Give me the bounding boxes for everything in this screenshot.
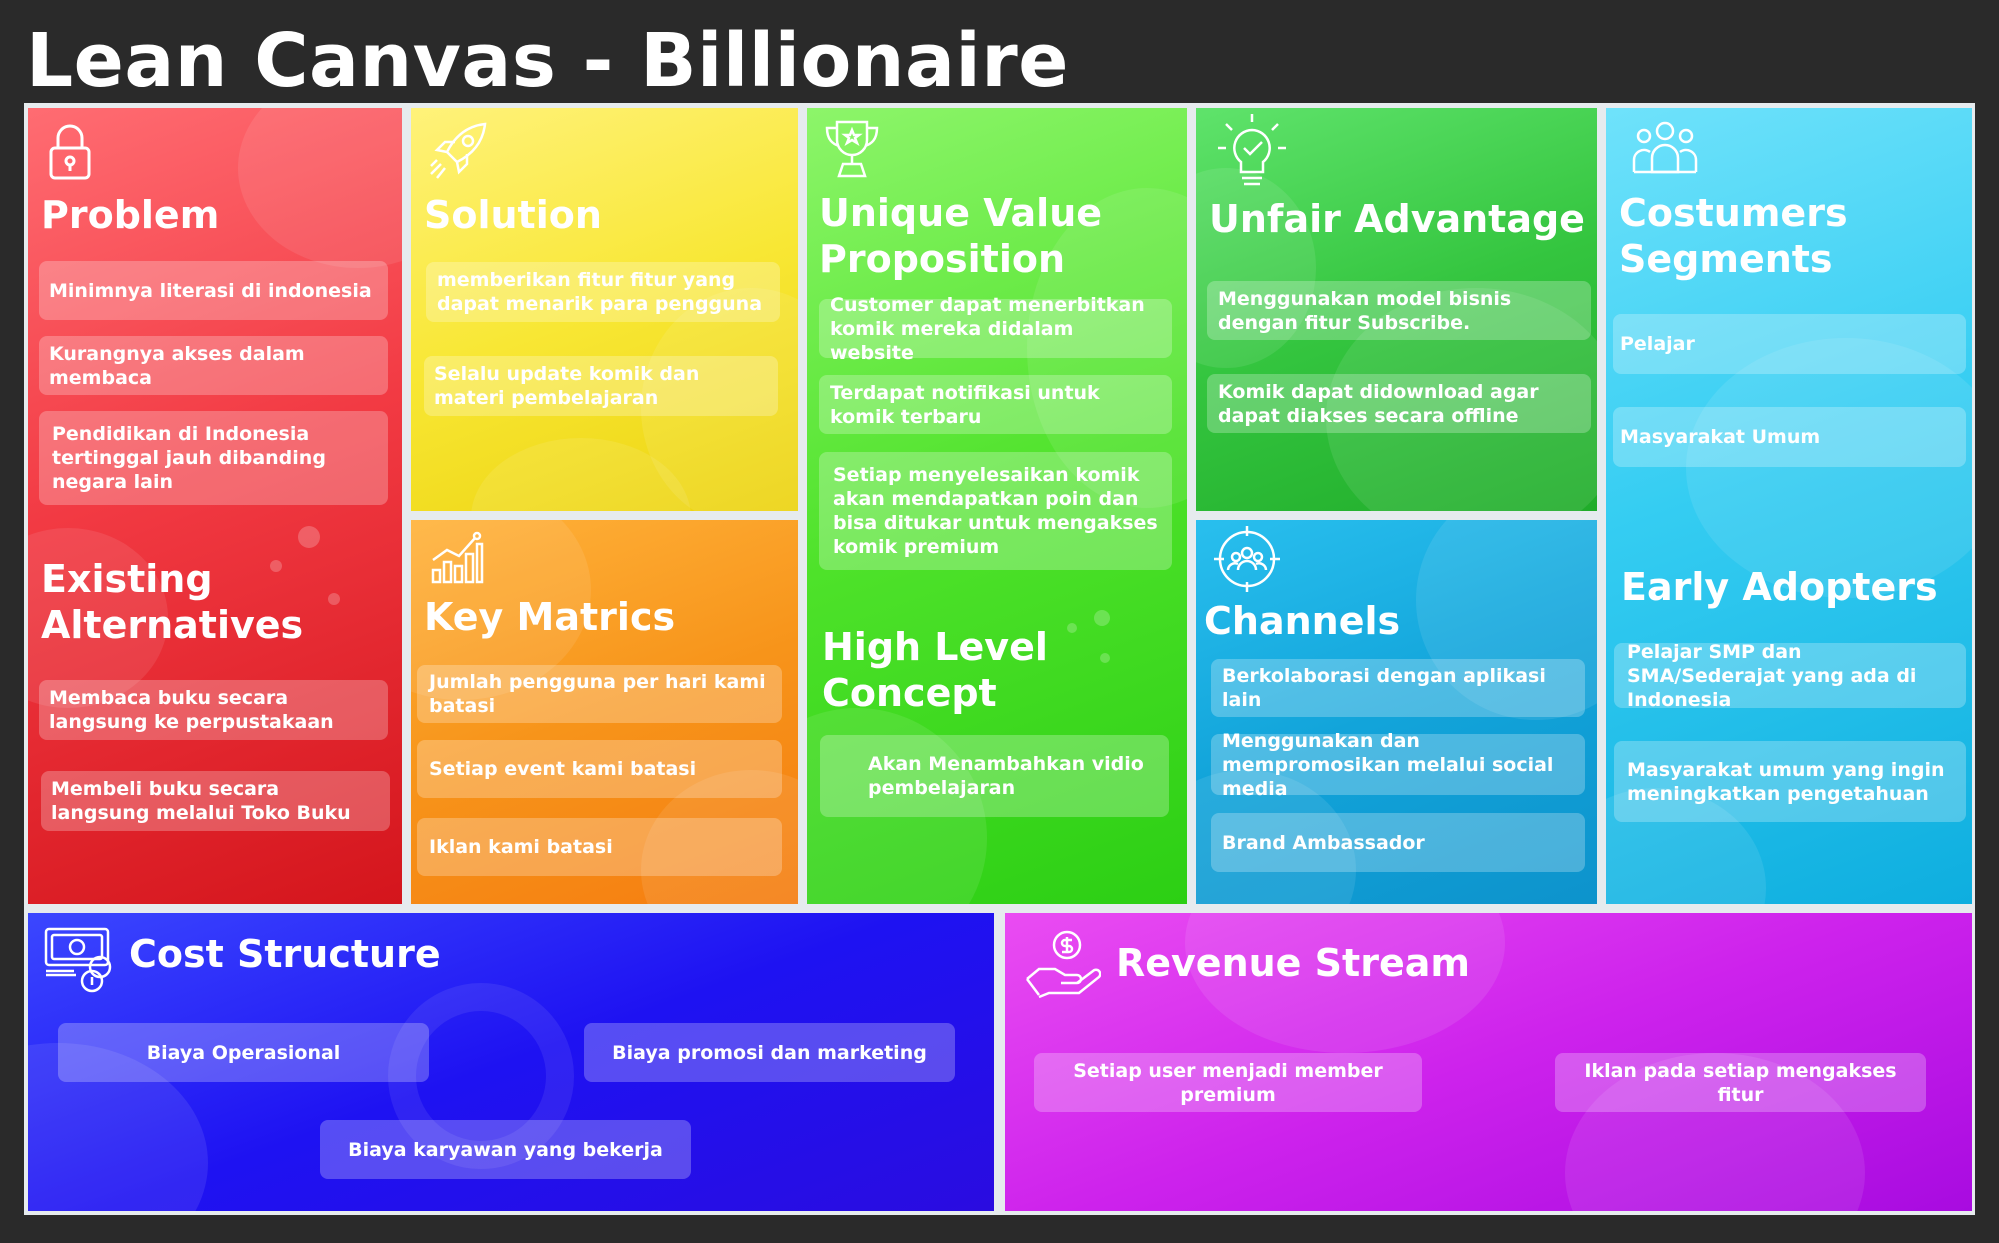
revenue-stream-panel: Revenue Stream Setiap user menjadi membe… bbox=[1005, 913, 1972, 1211]
revenue-stream-item: Setiap user menjadi member premium bbox=[1034, 1053, 1422, 1112]
channels-panel: Channels Berkolaborasi dengan aplikasi l… bbox=[1196, 520, 1597, 904]
revenue-stream-item: Iklan pada setiap mengakses fitur bbox=[1555, 1053, 1926, 1112]
customer-segments-panel: Costumers Segments Pelajar Masyarakat Um… bbox=[1606, 108, 1972, 904]
solution-item: memberikan fitur fitur yang dapat menari… bbox=[426, 262, 780, 322]
key-metrics-item: Iklan kami batasi bbox=[417, 818, 782, 876]
problem-item: Pendidikan di Indonesia tertinggal jauh … bbox=[39, 411, 388, 505]
uvp-panel: Unique Value Proposition Customer dapat … bbox=[807, 108, 1187, 904]
solution-panel: Solution memberikan fitur fitur yang dap… bbox=[411, 108, 798, 511]
cost-structure-heading: Cost Structure bbox=[129, 932, 441, 976]
rocket-icon bbox=[427, 120, 489, 182]
early-adopters-item: Pelajar SMP dan SMA/Sederajat yang ada d… bbox=[1614, 641, 1966, 711]
solution-item: Selalu update komik dan materi pembelaja… bbox=[424, 356, 778, 416]
customer-segments-item: Pelajar bbox=[1613, 314, 1966, 374]
customer-segments-heading: Costumers Segments bbox=[1619, 191, 1848, 281]
uvp-heading: Unique Value Proposition bbox=[819, 191, 1103, 281]
uvp-item: Terdapat notifikasi untuk komik terbaru bbox=[819, 375, 1172, 434]
key-metrics-item: Jumlah pengguna per hari kami batasi bbox=[417, 665, 782, 723]
early-adopters-item: Masyarakat umum yang ingin meningkatkan … bbox=[1614, 741, 1966, 822]
page-title: Lean Canvas - Billionaire bbox=[26, 18, 1069, 104]
early-adopters-heading: Early Adopters bbox=[1621, 565, 1938, 609]
alternatives-item: Membaca buku secara langsung ke perpusta… bbox=[39, 680, 388, 740]
cost-structure-item: Biaya promosi dan marketing bbox=[584, 1023, 955, 1082]
cost-structure-item: Biaya karyawan yang bekerja bbox=[320, 1120, 691, 1179]
unfair-advantage-item: Menggunakan model bisnis dengan fitur Su… bbox=[1207, 281, 1591, 340]
key-metrics-heading: Key Matrics bbox=[424, 595, 676, 639]
problem-heading: Problem bbox=[41, 193, 220, 237]
channels-item: Menggunakan dan mempromosikan melalui so… bbox=[1211, 730, 1585, 800]
high-level-item: Akan Menambahkan vidio pembelajaran bbox=[820, 735, 1169, 817]
cost-structure-panel: Cost Structure Biaya Operasional Biaya p… bbox=[28, 913, 994, 1211]
channels-item: Brand Ambassador bbox=[1211, 813, 1585, 872]
problem-item: Kurangnya akses dalam membaca bbox=[39, 336, 388, 395]
trophy-icon bbox=[821, 118, 883, 182]
lock-icon bbox=[46, 122, 94, 182]
key-metrics-item: Setiap event kami batasi bbox=[417, 740, 782, 798]
hand-dollar-icon bbox=[1025, 929, 1101, 999]
alternatives-heading: Existing Alternatives bbox=[41, 557, 304, 647]
problem-panel: Problem Minimnya literasi di indonesia K… bbox=[28, 108, 402, 904]
lightbulb-check-icon bbox=[1216, 112, 1288, 194]
bar-chart-icon bbox=[429, 530, 485, 586]
alternatives-item: Membeli buku secara langsung melalui Tok… bbox=[41, 771, 390, 831]
problem-item: Minimnya literasi di indonesia bbox=[39, 261, 388, 320]
solution-heading: Solution bbox=[424, 193, 602, 237]
revenue-stream-heading: Revenue Stream bbox=[1116, 941, 1470, 985]
customer-segments-item: Masyarakat Umum bbox=[1613, 407, 1966, 467]
unfair-advantage-heading: Unfair Advantage bbox=[1209, 197, 1585, 241]
channels-heading: Channels bbox=[1204, 599, 1401, 643]
money-coins-icon bbox=[44, 927, 114, 993]
people-group-icon bbox=[1632, 120, 1698, 178]
unfair-advantage-panel: Unfair Advantage Menggunakan model bisni… bbox=[1196, 108, 1597, 511]
target-people-icon bbox=[1212, 524, 1282, 594]
uvp-item: Setiap menyelesaikan komik akan mendapat… bbox=[819, 452, 1172, 570]
cost-structure-item: Biaya Operasional bbox=[58, 1023, 429, 1082]
unfair-advantage-item: Komik dapat didownload agar dapat diakse… bbox=[1207, 374, 1591, 433]
key-metrics-panel: Key Matrics Jumlah pengguna per hari kam… bbox=[411, 520, 798, 904]
channels-item: Berkolaborasi dengan aplikasi lain bbox=[1211, 659, 1585, 717]
uvp-item: Customer dapat menerbitkan komik mereka … bbox=[819, 294, 1172, 364]
high-level-heading: High Level Concept bbox=[822, 625, 1048, 715]
